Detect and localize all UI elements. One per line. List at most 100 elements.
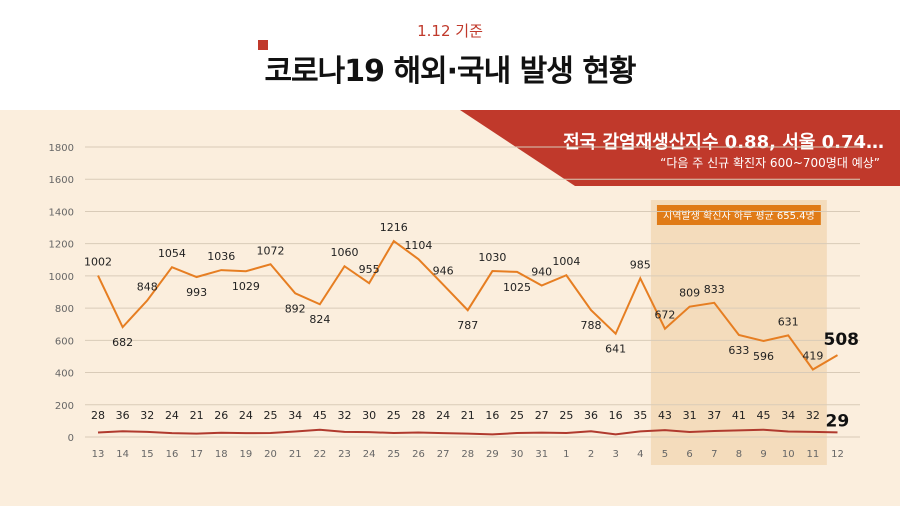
domestic-data-label: 641: [605, 343, 626, 356]
x-tick-label: 16: [166, 449, 179, 460]
overseas-data-label: 28: [411, 409, 425, 422]
domestic-data-label: 682: [112, 336, 133, 349]
x-tick-label: 29: [486, 449, 499, 460]
domestic-data-label: 631: [778, 315, 799, 328]
overseas-data-label: 37: [707, 409, 721, 422]
x-tick-label: 24: [363, 449, 376, 460]
domestic-data-label: 892: [285, 302, 306, 315]
domestic-data-label: 1030: [478, 251, 506, 264]
overseas-data-label: 35: [633, 409, 647, 422]
domestic-data-label: 1216: [380, 221, 408, 234]
date-label: 1.12 기준: [417, 22, 483, 40]
domestic-data-label: 787: [457, 319, 478, 332]
x-tick-label: 30: [511, 449, 524, 460]
overseas-data-label: 34: [781, 409, 795, 422]
x-tick-label: 6: [686, 449, 692, 460]
domestic-data-label: 809: [679, 287, 700, 300]
x-tick-label: 8: [736, 449, 742, 460]
domestic-data-label: 848: [137, 280, 158, 293]
overseas-data-label: 27: [535, 409, 549, 422]
domestic-data-label-latest: 508: [824, 330, 860, 350]
x-tick-label: 26: [412, 449, 425, 460]
x-tick-label: 19: [240, 449, 253, 460]
overseas-data-label: 31: [683, 409, 697, 422]
domestic-data-label: 1054: [158, 247, 186, 260]
domestic-data-label: 946: [433, 265, 454, 278]
domestic-data-label: 788: [581, 319, 602, 332]
overseas-data-label: 36: [116, 409, 130, 422]
title-marker: [258, 40, 268, 50]
domestic-data-label: 1025: [503, 281, 531, 294]
overseas-data-label: 32: [338, 409, 352, 422]
overseas-data-label: 21: [190, 409, 204, 422]
x-tick-label: 9: [760, 449, 766, 460]
x-tick-label: 2: [588, 449, 594, 460]
x-tick-label: 25: [387, 449, 400, 460]
domestic-data-label: 672: [654, 309, 675, 322]
overseas-data-label: 16: [485, 409, 499, 422]
y-tick-label: 1000: [49, 272, 74, 283]
x-tick-label: 22: [313, 449, 326, 460]
x-tick-label: 18: [215, 449, 228, 460]
x-tick-label: 3: [612, 449, 618, 460]
page-title: 코로나19 해외·국내 발생 현황: [264, 54, 636, 89]
y-tick-label: 0: [68, 433, 74, 444]
overseas-data-label: 45: [757, 409, 771, 422]
highlight-label: 지역발생 확진자 하루 평균 655.4명: [663, 209, 815, 222]
overseas-data-label: 16: [609, 409, 623, 422]
y-tick-label: 1400: [49, 207, 74, 218]
domestic-data-label: 1002: [84, 256, 112, 269]
domestic-data-label: 833: [704, 283, 725, 296]
x-tick-label: 14: [116, 449, 129, 460]
domestic-data-label: 633: [728, 344, 749, 357]
banner-headline: 전국 감염재생산지수 0.88, 서울 0.74…: [563, 132, 884, 153]
x-tick-label: 15: [141, 449, 154, 460]
x-tick-label: 13: [92, 449, 105, 460]
y-tick-label: 1800: [49, 143, 74, 154]
y-tick-label: 1200: [49, 240, 74, 251]
x-tick-label: 23: [338, 449, 351, 460]
overseas-data-label: 34: [288, 409, 302, 422]
overseas-data-label: 41: [732, 409, 746, 422]
highlight-band: [650, 200, 827, 465]
x-tick-label: 28: [461, 449, 474, 460]
domestic-data-label: 824: [309, 313, 330, 326]
domestic-data-label: 1104: [404, 239, 432, 252]
overseas-data-label: 24: [239, 409, 253, 422]
domestic-data-label: 419: [802, 349, 823, 362]
x-tick-label: 21: [289, 449, 302, 460]
overseas-data-label-latest: 29: [826, 411, 850, 431]
x-tick-label: 20: [264, 449, 277, 460]
overseas-data-label: 32: [806, 409, 820, 422]
domestic-data-label: 1060: [331, 246, 359, 259]
x-tick-label: 11: [806, 449, 819, 460]
banner-subline: “다음 주 신규 확진자 600~700명대 예상”: [660, 156, 880, 170]
highlight-label-bg: [656, 205, 821, 225]
overseas-data-label: 25: [387, 409, 401, 422]
overseas-data-label: 25: [510, 409, 524, 422]
overseas-data-label: 32: [140, 409, 154, 422]
domestic-data-label: 1029: [232, 280, 260, 293]
overseas-data-label: 26: [214, 409, 228, 422]
x-tick-label: 17: [190, 449, 203, 460]
y-tick-label: 200: [55, 401, 74, 412]
x-tick-label: 12: [831, 449, 844, 460]
overseas-series-line: [97, 428, 838, 436]
x-tick-label: 7: [711, 449, 717, 460]
x-tick-label: 27: [437, 449, 450, 460]
x-tick-label: 31: [535, 449, 548, 460]
overseas-data-label: 43: [658, 409, 672, 422]
y-tick-label: 800: [55, 304, 74, 315]
overseas-data-label: 28: [91, 409, 105, 422]
y-tick-label: 1600: [49, 175, 74, 186]
domestic-data-label: 993: [186, 286, 207, 299]
overseas-data-label: 30: [362, 409, 376, 422]
domestic-data-label: 596: [753, 350, 774, 363]
y-tick-label: 600: [55, 336, 74, 347]
domestic-data-label: 1072: [257, 244, 285, 257]
x-tick-label: 10: [782, 449, 795, 460]
x-tick-label: 1: [563, 449, 569, 460]
overseas-data-label: 24: [165, 409, 179, 422]
domestic-data-label: 940: [531, 266, 552, 279]
